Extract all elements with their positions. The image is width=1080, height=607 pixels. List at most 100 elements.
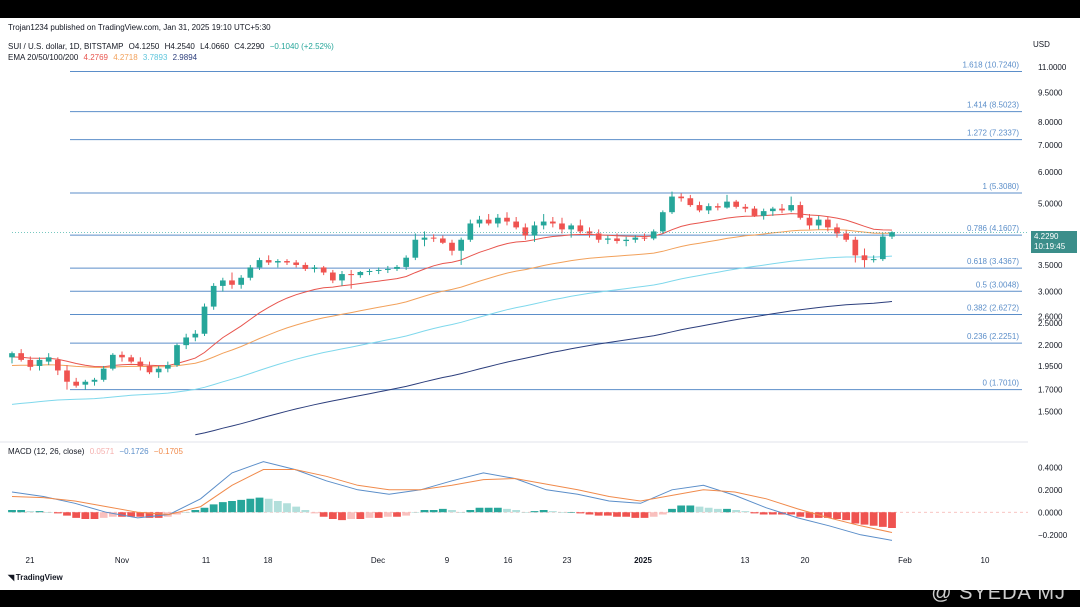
candle (27, 356, 34, 371)
macd-hist-bar (842, 512, 851, 521)
candle (82, 379, 89, 390)
candle (568, 223, 575, 238)
time-tick: Dec (371, 556, 385, 565)
macd-hist-bar (182, 512, 191, 513)
fib-level-label: 0 (1.7010) (983, 379, 1020, 388)
candle (36, 357, 43, 371)
candle (769, 206, 776, 216)
candle-body (210, 285, 217, 307)
currency-label[interactable]: USD (1033, 40, 1050, 49)
candle-body (91, 379, 98, 382)
symbol-name[interactable]: SUI / U.S. dollar, 1D, BITSTAMP (8, 42, 124, 51)
macd-hist-bar (759, 512, 768, 515)
candle (421, 231, 428, 247)
candle-body (843, 233, 850, 240)
candle-body (137, 361, 144, 366)
macd-hist-bar (869, 512, 878, 526)
candle-body (119, 354, 125, 358)
ema-legend[interactable]: EMA 20/50/100/200 4.2769 4.2718 3.7893 2… (8, 53, 200, 62)
candle-body (687, 198, 694, 206)
candle-body (82, 381, 89, 385)
time-tick: 18 (264, 556, 273, 565)
candle (174, 343, 180, 367)
candle-body (54, 359, 61, 371)
ema-legend-label: EMA 20/50/100/200 (8, 53, 79, 62)
macd-hist-bar (539, 510, 548, 513)
fib-level-label: 0.236 (2.2251) (967, 332, 1019, 341)
candle-body (659, 212, 666, 232)
candle (669, 191, 675, 215)
macd-hist-bar (127, 512, 136, 517)
candle (192, 330, 199, 342)
macd-hist-bar (713, 508, 722, 513)
ema20-value: 4.2769 (83, 53, 108, 62)
macd-hist-bar (347, 512, 356, 519)
candle (293, 260, 300, 268)
candle-body (36, 359, 43, 366)
macd-hist-bar (833, 512, 841, 519)
candle (109, 353, 116, 371)
macd-hist-bar (732, 510, 741, 513)
price-tick: 6.0000 (1038, 168, 1063, 177)
candle (146, 361, 153, 375)
candle-body (219, 280, 226, 286)
candle-body (18, 353, 25, 360)
candle-body (586, 231, 593, 234)
candle-body (293, 262, 300, 265)
macd-hist-bar (191, 510, 200, 513)
candle-body (678, 196, 685, 199)
macd-hist-bar (118, 512, 126, 517)
candle-body (650, 231, 657, 239)
price-tick: 2.2000 (1038, 341, 1063, 350)
candle (678, 193, 685, 202)
candle-body (577, 225, 584, 232)
tradingview-logo[interactable]: ◥ TradingView (8, 573, 63, 582)
macd-signal-value: −0.1705 (153, 447, 183, 456)
ohlc-close: C4.2290 (234, 42, 265, 51)
price-tick: 7.0000 (1038, 141, 1063, 150)
macd-hist-bar (723, 508, 731, 513)
candle-body (742, 206, 749, 209)
candle (879, 233, 886, 262)
candle (219, 277, 226, 292)
macd-hist-bar (72, 512, 81, 518)
candle (870, 255, 877, 263)
candle (577, 219, 584, 234)
tv-icon: ◥ (8, 573, 16, 582)
candle (155, 365, 162, 378)
candle (394, 264, 400, 271)
macd-hist-bar (878, 512, 887, 527)
candle (238, 275, 245, 289)
candle (403, 255, 410, 270)
macd-hist-bar (228, 501, 236, 513)
candle (366, 268, 373, 276)
candle (641, 233, 648, 242)
macd-hist-bar (594, 512, 603, 516)
macd-hist-bar (484, 507, 493, 513)
macd-hist-bar (63, 512, 71, 516)
candle (650, 229, 657, 241)
macd-hist-bar (237, 499, 246, 513)
time-tick: 21 (26, 556, 35, 565)
time-tick: Nov (115, 556, 129, 565)
candle-body (284, 261, 290, 263)
candle (119, 351, 125, 362)
macd-legend[interactable]: MACD (12, 26, close) 0.0571 −0.1726 −0.1… (8, 447, 186, 456)
candle (843, 230, 850, 242)
macd-hist-bar (319, 512, 328, 517)
candle-body (174, 345, 180, 366)
chart-panel[interactable]: Trojan1234 published on TradingView.com,… (0, 18, 1080, 590)
price-tick: 1.5000 (1038, 407, 1063, 416)
candle-body (549, 221, 556, 224)
macd-hist-bar (90, 512, 99, 519)
macd-hist-bar (8, 510, 16, 513)
candle (284, 259, 290, 265)
chart-canvas[interactable]: 0 (1.7010) 0.236 (2.2251) 0.382 (2.6272) 0.… (0, 18, 1080, 590)
candle-body (879, 236, 886, 260)
candle-body (614, 238, 620, 242)
current-price-tag: 4.2290 10:19:45 (1031, 231, 1077, 253)
candle (247, 264, 254, 281)
candle (137, 357, 144, 371)
macd-hist-bar (686, 505, 695, 513)
candle (476, 215, 483, 228)
